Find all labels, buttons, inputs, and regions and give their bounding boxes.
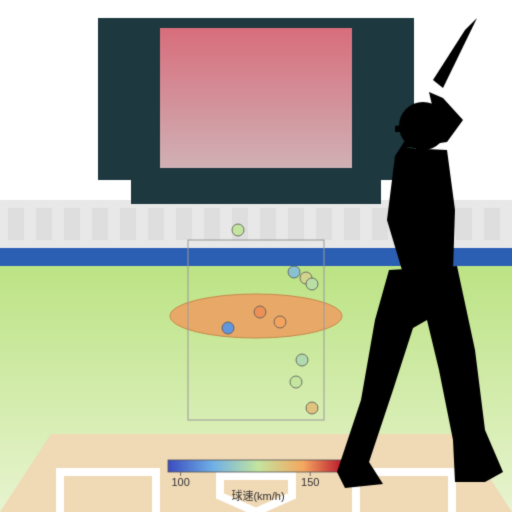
pitch-location-chart [0,0,512,512]
